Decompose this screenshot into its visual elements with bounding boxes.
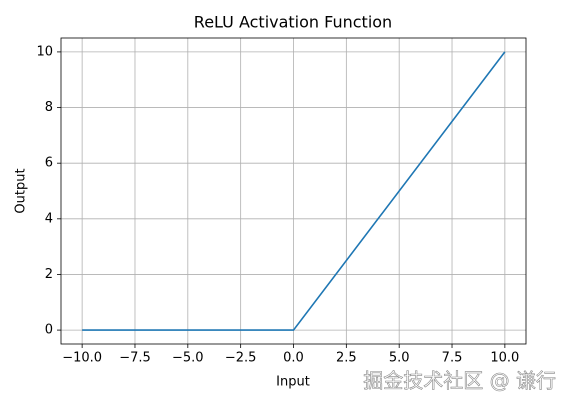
- x-axis-label: Input: [276, 375, 310, 390]
- y-tick-label: 0: [45, 323, 53, 338]
- plot-frame: [60, 37, 527, 345]
- x-tick-label: −10.0: [62, 351, 102, 366]
- y-tick-label: 6: [45, 156, 53, 171]
- x-tick-label: 0.0: [283, 351, 304, 366]
- y-tick-label: 2: [45, 267, 53, 282]
- x-tick-label: −2.5: [225, 351, 257, 366]
- x-tick-label: −5.0: [172, 351, 204, 366]
- y-tick-label: 8: [45, 100, 53, 115]
- y-axis-label: Output: [14, 168, 29, 213]
- x-tick-label: 2.5: [336, 351, 357, 366]
- chart-title: ReLU Activation Function: [194, 13, 392, 32]
- x-tick-label: 5.0: [389, 351, 410, 366]
- y-tick-label: 4: [45, 211, 53, 226]
- x-tick-label: 10.0: [490, 351, 519, 366]
- x-tick-label: 7.5: [442, 351, 463, 366]
- y-tick-label: 10: [36, 44, 53, 59]
- line-series: [82, 51, 506, 331]
- x-tick-label: −7.5: [119, 351, 151, 366]
- watermark: 掘金技术社区 @ 谦行: [363, 369, 556, 393]
